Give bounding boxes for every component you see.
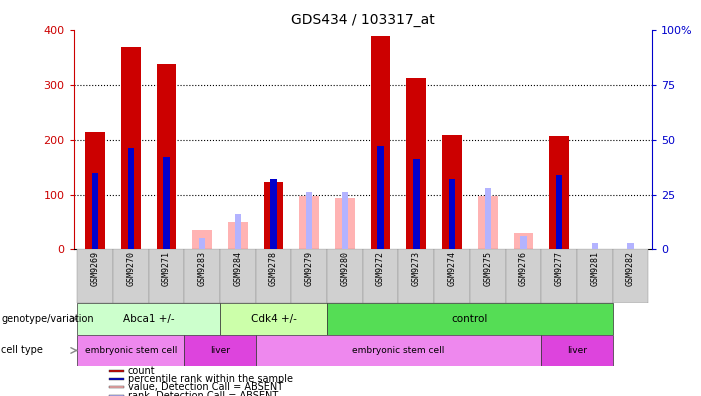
Bar — [109, 378, 125, 380]
Bar — [292, 249, 327, 303]
Text: GSM9274: GSM9274 — [447, 251, 456, 286]
Text: liver: liver — [567, 346, 587, 355]
Text: rank, Detection Call = ABSENT: rank, Detection Call = ABSENT — [128, 391, 278, 396]
Bar — [520, 236, 526, 249]
Text: value, Detection Call = ABSENT: value, Detection Call = ABSENT — [128, 383, 283, 392]
Bar — [163, 157, 170, 249]
Bar — [592, 243, 598, 249]
Text: GSM9282: GSM9282 — [626, 251, 635, 286]
Bar — [371, 36, 390, 249]
Text: GSM9273: GSM9273 — [411, 251, 421, 286]
Bar — [434, 249, 470, 303]
Text: genotype/variation: genotype/variation — [1, 314, 94, 324]
Bar — [271, 179, 277, 249]
Bar — [264, 183, 283, 249]
Text: GSM9281: GSM9281 — [590, 251, 599, 286]
Bar — [184, 249, 220, 303]
Bar — [228, 222, 247, 249]
Text: Cdk4 +/-: Cdk4 +/- — [250, 314, 297, 324]
Bar — [541, 249, 577, 303]
Text: GSM9272: GSM9272 — [376, 251, 385, 286]
Bar — [299, 196, 319, 249]
Text: GSM9283: GSM9283 — [198, 251, 207, 286]
Text: GSM9284: GSM9284 — [233, 251, 243, 286]
Text: control: control — [451, 314, 488, 324]
Bar — [128, 148, 134, 249]
Text: liver: liver — [210, 346, 230, 355]
Bar — [550, 136, 569, 249]
Text: Abca1 +/-: Abca1 +/- — [123, 314, 175, 324]
Bar — [363, 249, 398, 303]
Bar — [220, 303, 327, 335]
Bar — [442, 135, 462, 249]
Text: GSM9280: GSM9280 — [341, 251, 349, 286]
Bar — [109, 386, 125, 388]
Bar — [413, 159, 419, 249]
Bar — [149, 249, 184, 303]
Bar — [109, 395, 125, 396]
Bar — [77, 335, 184, 366]
Bar — [199, 238, 205, 249]
Bar — [235, 214, 241, 249]
Bar — [341, 192, 348, 249]
Text: GSM9275: GSM9275 — [483, 251, 492, 286]
Bar — [577, 249, 613, 303]
Bar — [478, 196, 498, 249]
Bar — [192, 230, 212, 249]
Title: GDS434 / 103317_at: GDS434 / 103317_at — [291, 13, 435, 27]
Text: embryonic stem cell: embryonic stem cell — [85, 346, 177, 355]
Bar — [327, 303, 613, 335]
Text: GSM9278: GSM9278 — [269, 251, 278, 286]
Bar — [377, 146, 384, 249]
Text: GSM9269: GSM9269 — [90, 251, 100, 286]
Bar — [220, 249, 256, 303]
Bar — [86, 132, 105, 249]
Text: GSM9270: GSM9270 — [126, 251, 135, 286]
Bar — [256, 249, 292, 303]
Text: cell type: cell type — [1, 345, 43, 356]
Bar — [398, 249, 434, 303]
Text: percentile rank within the sample: percentile rank within the sample — [128, 374, 292, 384]
Bar — [470, 249, 505, 303]
Bar — [335, 198, 355, 249]
Bar — [109, 370, 125, 371]
Bar — [505, 249, 541, 303]
Bar — [541, 335, 613, 366]
Text: GSM9279: GSM9279 — [305, 251, 314, 286]
Bar — [449, 179, 455, 249]
Bar — [484, 188, 491, 249]
Bar — [514, 233, 533, 249]
Bar — [184, 335, 256, 366]
Text: GSM9277: GSM9277 — [554, 251, 564, 286]
Bar — [77, 249, 113, 303]
Bar — [92, 173, 98, 249]
Bar — [256, 335, 541, 366]
Bar — [156, 64, 176, 249]
Text: embryonic stem cell: embryonic stem cell — [353, 346, 444, 355]
Text: count: count — [128, 366, 155, 376]
Bar — [407, 78, 426, 249]
Text: GSM9271: GSM9271 — [162, 251, 171, 286]
Bar — [613, 249, 648, 303]
Bar — [556, 175, 562, 249]
Bar — [306, 192, 313, 249]
Bar — [327, 249, 363, 303]
Text: GSM9276: GSM9276 — [519, 251, 528, 286]
Bar — [121, 47, 140, 249]
Bar — [77, 303, 220, 335]
Bar — [113, 249, 149, 303]
Bar — [627, 243, 634, 249]
